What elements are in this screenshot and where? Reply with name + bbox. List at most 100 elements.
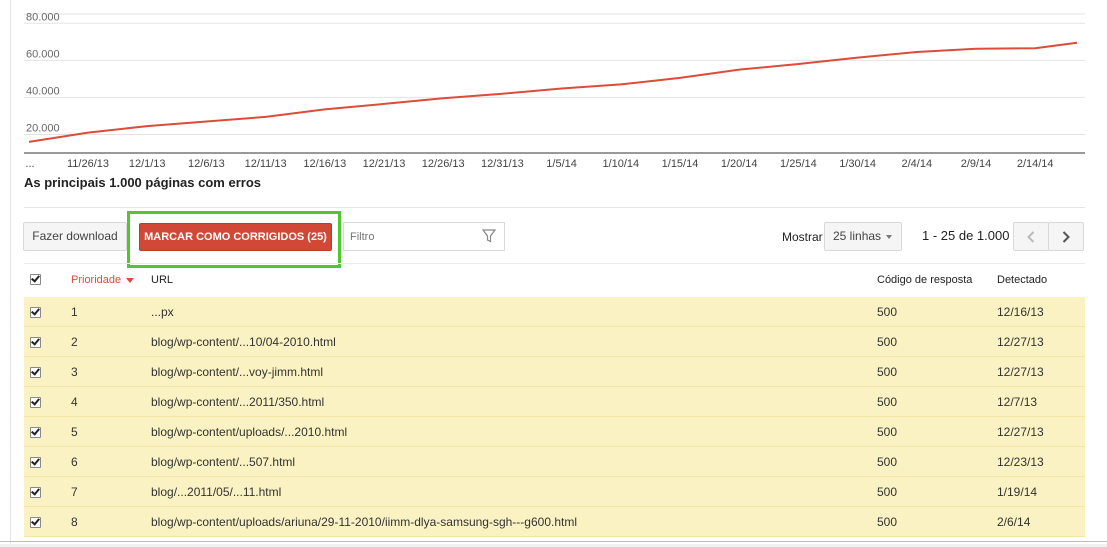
bottom-shadow <box>0 544 1107 547</box>
row-detected-date: 12/27/13 <box>997 365 1044 379</box>
show-rows-label: Mostrar <box>782 230 823 244</box>
x-tick-label: 12/11/13 <box>245 158 287 170</box>
filter-input[interactable] <box>348 230 472 244</box>
row-url[interactable]: blog/wp-content/...507.html <box>151 455 296 469</box>
row-detected-date: 12/23/13 <box>997 455 1044 469</box>
next-page-button[interactable] <box>1048 222 1084 251</box>
x-tick-label: 1/15/14 <box>662 158 699 170</box>
row-url[interactable]: blog/wp-content/uploads/ariuna/29-11-201… <box>151 515 577 529</box>
x-tick-label: 1/30/14 <box>839 158 876 170</box>
row-priority: 7 <box>71 485 78 499</box>
y-tick-label: 60.000 <box>26 48 60 60</box>
sort-descending-icon <box>126 277 135 283</box>
x-tick-label: 1/5/14 <box>546 158 577 170</box>
row-checkbox[interactable] <box>30 427 41 438</box>
mark-as-fixed-button[interactable]: MARCAR COMO CORRIGIDOS (25) <box>139 223 332 251</box>
table-row[interactable]: 6 blog/wp-content/...507.html 500 12/23/13 <box>24 447 1085 477</box>
row-response-code: 500 <box>877 305 898 319</box>
x-tick-label: 12/16/13 <box>303 158 346 170</box>
chart-gridlines <box>24 13 1085 154</box>
x-tick-label: 12/31/13 <box>481 158 524 170</box>
errors-table-body: 1 ...px 500 12/16/13 2 blog/wp-content/...10/… <box>24 297 1085 537</box>
toolbar-divider <box>24 207 1085 208</box>
x-tick-label: 2/9/14 <box>961 158 992 170</box>
table-row[interactable]: 1 ...px 500 12/16/13 <box>24 297 1085 327</box>
row-detected-date: 2/6/14 <box>997 515 1031 529</box>
y-tick-label: 20.000 <box>26 122 60 134</box>
row-priority: 1 <box>71 305 78 319</box>
row-priority: 5 <box>71 425 78 439</box>
y-tick-label: 80.000 <box>26 11 60 23</box>
url-column-header[interactable]: URL <box>151 274 174 286</box>
chevron-left-icon <box>1027 231 1035 243</box>
x-tick-label: 12/6/13 <box>188 158 225 170</box>
row-checkbox[interactable] <box>30 397 41 408</box>
bottom-divider <box>0 541 1107 542</box>
errors-line-chart: 20.000 40.000 60.000 80.000 ... 11/26/13 12/1… <box>24 11 1085 170</box>
rows-per-page-select[interactable]: 25 linhas <box>824 222 902 251</box>
row-checkbox[interactable] <box>30 337 41 348</box>
x-tick-label: ... <box>25 158 34 170</box>
row-detected-date: 12/27/13 <box>997 425 1044 439</box>
chart-y-ticks: 20.000 40.000 60.000 80.000 <box>26 11 60 134</box>
row-url[interactable]: blog/...2011/05/...11.html <box>151 485 282 499</box>
chart-x-ticks: ... 11/26/13 12/1/13 12/6/13 12/11/13 12/16/1… <box>25 158 1053 170</box>
row-response-code: 500 <box>877 335 898 349</box>
row-priority: 8 <box>71 515 78 529</box>
row-checkbox[interactable] <box>30 307 41 318</box>
x-tick-label: 12/26/13 <box>422 158 465 170</box>
row-priority: 2 <box>71 335 78 349</box>
row-url[interactable]: blog/wp-content/...2011/350.html <box>151 395 325 409</box>
row-checkbox[interactable] <box>30 367 41 378</box>
row-url[interactable]: blog/wp-content/uploads/...2010.html <box>151 425 348 439</box>
row-detected-date: 12/27/13 <box>997 335 1044 349</box>
rows-per-page-value: 25 linhas <box>833 229 882 243</box>
row-url[interactable]: ...px <box>151 305 174 319</box>
table-header: Prioridade URL Código de resposta Detect… <box>24 263 1085 298</box>
row-priority: 4 <box>71 395 78 409</box>
table-row[interactable]: 5 blog/wp-content/uploads/...2010.html 500… <box>24 417 1085 447</box>
previous-page-button[interactable] <box>1013 222 1049 251</box>
select-all-checkbox[interactable] <box>30 274 41 285</box>
x-tick-label: 1/10/14 <box>602 158 639 170</box>
priority-column-header[interactable]: Prioridade <box>71 274 135 286</box>
row-detected-date: 12/16/13 <box>997 305 1044 319</box>
filter-field[interactable] <box>343 222 505 251</box>
row-response-code: 500 <box>877 365 898 379</box>
download-button[interactable]: Fazer download <box>23 222 127 251</box>
left-border <box>10 0 11 547</box>
row-response-code: 500 <box>877 425 898 439</box>
row-response-code: 500 <box>877 455 898 469</box>
x-tick-label: 1/25/14 <box>780 158 817 170</box>
row-url[interactable]: blog/wp-content/...voy-jimm.html <box>151 365 324 379</box>
table-row[interactable]: 7 blog/...2011/05/...11.html 500 1/19/14 <box>24 477 1085 507</box>
row-response-code: 500 <box>877 485 898 499</box>
x-tick-label: 12/21/13 <box>363 158 406 170</box>
row-checkbox[interactable] <box>30 517 41 528</box>
table-row[interactable]: 3 blog/wp-content/...voy-jimm.html 500 12/2… <box>24 357 1085 387</box>
x-tick-label: 2/4/14 <box>902 158 933 170</box>
x-tick-label: 1/20/14 <box>721 158 758 170</box>
row-response-code: 500 <box>877 515 898 529</box>
detected-column-header[interactable]: Detectado <box>997 274 1048 286</box>
response-code-column-header[interactable]: Código de resposta <box>877 274 973 286</box>
row-priority: 3 <box>71 365 78 379</box>
funnel-icon[interactable] <box>481 229 497 248</box>
table-row[interactable]: 4 blog/wp-content/...2011/350.html 500 12/7… <box>24 387 1085 417</box>
row-detected-date: 12/7/13 <box>997 395 1038 409</box>
table-row[interactable]: 2 blog/wp-content/...10/04-2010.html 500 12… <box>24 327 1085 357</box>
chevron-right-icon <box>1062 231 1070 243</box>
row-checkbox[interactable] <box>30 487 41 498</box>
row-priority: 6 <box>71 455 78 469</box>
row-url[interactable]: blog/wp-content/...10/04-2010.html <box>151 335 336 349</box>
annotation-highlight-box <box>127 211 341 268</box>
section-title: As principais 1.000 páginas com erros <box>24 175 261 190</box>
x-tick-label: 11/26/13 <box>67 158 109 170</box>
chevron-down-icon <box>886 235 892 239</box>
row-detected-date: 1/19/14 <box>997 485 1038 499</box>
x-tick-label: 2/14/14 <box>1017 158 1054 170</box>
chart-series-line <box>28 41 1078 143</box>
table-row[interactable]: 8 blog/wp-content/uploads/ariuna/29-11-20… <box>24 507 1085 537</box>
priority-header-label: Prioridade <box>71 274 122 286</box>
row-checkbox[interactable] <box>30 457 41 468</box>
